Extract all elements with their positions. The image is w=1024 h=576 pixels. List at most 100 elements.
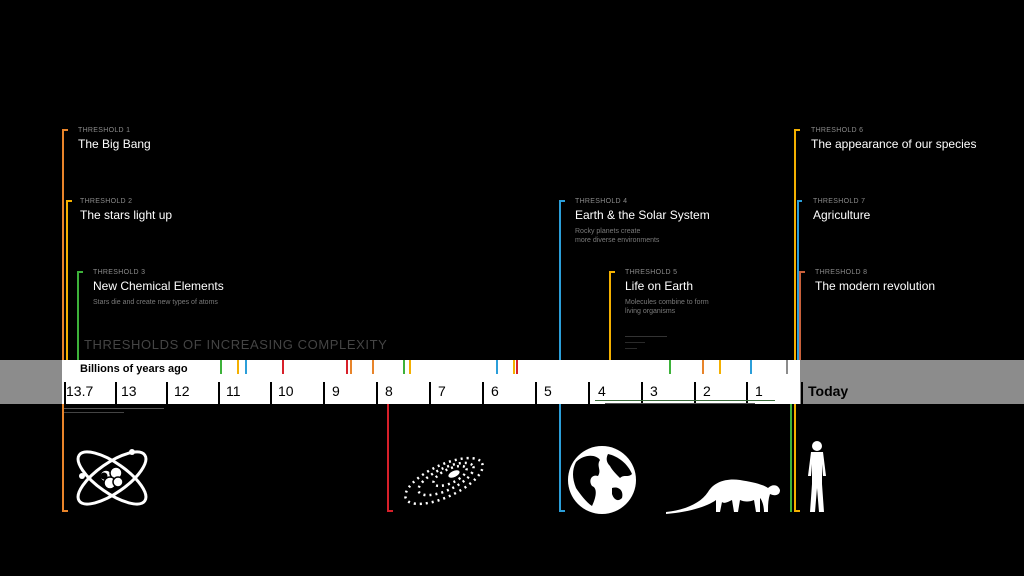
threshold-8-tick xyxy=(799,271,805,273)
tick-label: 13 xyxy=(121,383,137,399)
tick-label: 11 xyxy=(226,383,241,399)
human-icon xyxy=(808,441,826,512)
threshold-4-title: Earth & the Solar System xyxy=(575,208,710,222)
tick-6 xyxy=(482,382,484,404)
threshold-3-tick xyxy=(77,271,83,273)
threshold-4-tick xyxy=(559,200,565,202)
threshold-4-foot xyxy=(559,510,565,512)
band-mark xyxy=(786,360,788,374)
threshold-3-label: THRESHOLD 3 xyxy=(93,269,146,276)
threshold-6-line xyxy=(794,129,796,512)
band-mark xyxy=(346,360,348,374)
threshold-7-line xyxy=(797,200,799,370)
threshold-2-tick xyxy=(66,200,72,202)
tick-7 xyxy=(429,382,431,404)
band-mark xyxy=(237,360,239,374)
tick-3 xyxy=(641,382,643,404)
band-mark xyxy=(513,360,515,374)
today-label: Today xyxy=(808,383,849,399)
threshold-1-tick xyxy=(62,129,68,131)
tick-label: 4 xyxy=(598,383,606,399)
threshold-5-line xyxy=(609,271,611,373)
threshold-1-line xyxy=(62,129,64,512)
threshold-6-tick xyxy=(794,129,800,131)
threshold-7-tick xyxy=(797,200,802,202)
tick-10 xyxy=(270,382,272,404)
threshold-7-label: THRESHOLD 7 xyxy=(813,198,866,205)
tick-13-7 xyxy=(64,382,66,404)
tick-9 xyxy=(323,382,325,404)
threshold-5-label: THRESHOLD 5 xyxy=(625,269,678,276)
threshold-5-desc-2: living organisms xyxy=(625,308,676,315)
band-mark xyxy=(496,360,498,374)
timeline-band xyxy=(62,360,800,404)
tick-2 xyxy=(694,382,696,404)
threshold-1-title: The Big Bang xyxy=(78,137,151,151)
axis-label: Billions of years ago xyxy=(80,363,188,375)
threshold-5-tick xyxy=(609,271,615,273)
faint-legend xyxy=(625,334,670,354)
threshold-2-label: THRESHOLD 2 xyxy=(80,198,133,205)
threshold-6-foot xyxy=(794,510,800,512)
red-marker-line xyxy=(387,384,389,512)
tick-label: 3 xyxy=(650,383,658,399)
threshold-3-line xyxy=(77,271,79,370)
globe-icon xyxy=(568,446,636,514)
tick-today xyxy=(801,382,803,404)
tick-1 xyxy=(746,382,748,404)
dinosaur-icon xyxy=(666,479,780,514)
tick-label: 6 xyxy=(491,383,499,399)
threshold-6-label: THRESHOLD 6 xyxy=(811,127,864,134)
threshold-2-line xyxy=(66,200,68,370)
threshold-3-title: New Chemical Elements xyxy=(93,279,224,293)
threshold-4-desc-1: Rocky planets create xyxy=(575,228,641,235)
band-detail-left xyxy=(64,408,164,416)
band-mark xyxy=(516,360,518,374)
scale-title: THRESHOLDS OF INCREASING COMPLEXITY xyxy=(84,337,388,352)
threshold-4-line xyxy=(559,200,561,512)
tick-8 xyxy=(376,382,378,404)
tick-label: 9 xyxy=(332,383,340,399)
threshold-5-desc-1: Molecules combine to form xyxy=(625,299,709,306)
tick-label: 2 xyxy=(703,383,711,399)
threshold-4-desc-2: more diverse environments xyxy=(575,237,660,244)
threshold-6-title: The appearance of our species xyxy=(811,137,977,151)
tick-label: 13.7 xyxy=(66,383,94,399)
band-mark xyxy=(669,360,671,374)
threshold-8-line xyxy=(799,271,801,370)
band-mark xyxy=(282,360,284,374)
tick-label: 12 xyxy=(174,383,190,399)
band-mark xyxy=(409,360,411,374)
threshold-2-title: The stars light up xyxy=(80,208,173,222)
band-mark xyxy=(750,360,752,374)
band-detail-right xyxy=(595,400,775,408)
band-mark xyxy=(220,360,222,374)
band-mark xyxy=(719,360,721,374)
band-mark xyxy=(372,360,374,374)
threshold-1-foot xyxy=(62,510,68,512)
green-today-line xyxy=(790,360,792,512)
galaxy-icon xyxy=(404,456,484,506)
tick-label: 10 xyxy=(278,383,294,399)
threshold-1-label: THRESHOLD 1 xyxy=(78,127,131,134)
red-marker-foot xyxy=(387,510,393,512)
tick-13 xyxy=(115,382,117,404)
threshold-5-title: Life on Earth xyxy=(625,279,694,293)
tick-11 xyxy=(218,382,220,404)
band-mark xyxy=(403,360,405,374)
band-mark xyxy=(350,360,352,374)
tick-12 xyxy=(166,382,168,404)
threshold-3-desc: Stars die and create new types of atoms xyxy=(93,299,218,306)
threshold-8-label: THRESHOLD 8 xyxy=(815,269,868,276)
threshold-4-label: THRESHOLD 4 xyxy=(575,198,628,205)
tick-label: 8 xyxy=(385,383,393,399)
tick-label: 7 xyxy=(438,383,446,399)
threshold-8-title: The modern revolution xyxy=(815,279,936,293)
band-mark xyxy=(702,360,704,374)
tick-label: 1 xyxy=(755,383,763,399)
atom-icon xyxy=(76,449,148,506)
threshold-7-title: Agriculture xyxy=(813,208,871,222)
tick-5 xyxy=(535,382,537,404)
tick-label: 5 xyxy=(544,383,552,399)
